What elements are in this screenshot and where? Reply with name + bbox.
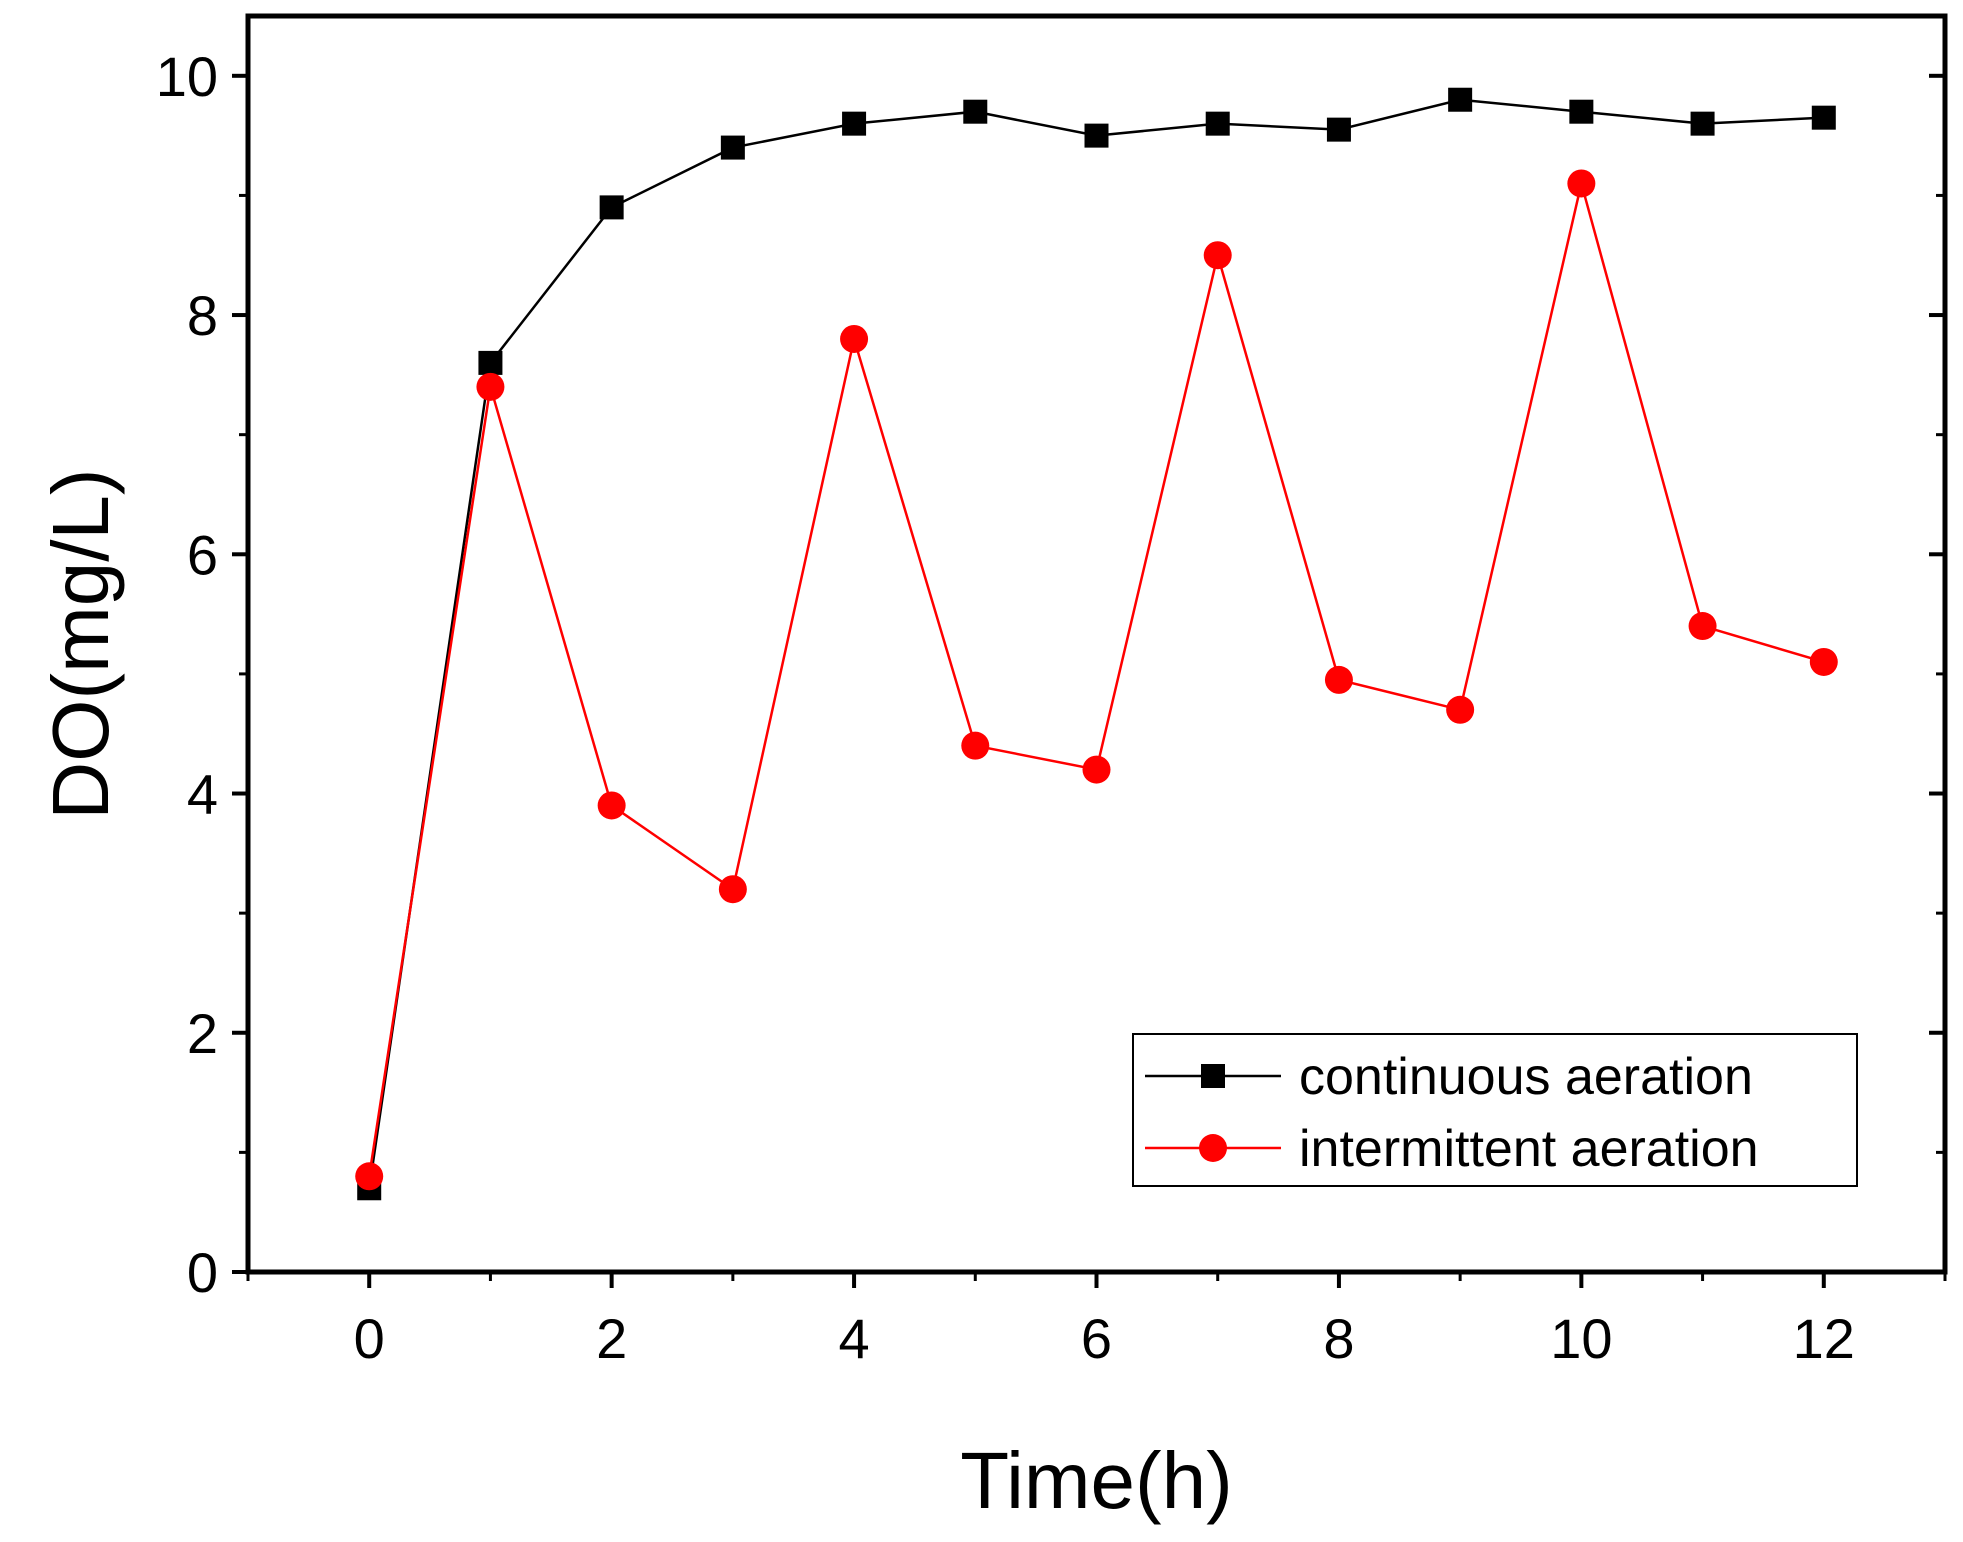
data-point-circle (1082, 755, 1111, 784)
x-tick-label: 12 (1793, 1307, 1855, 1370)
legend: continuous aeration intermittent aeration (1132, 1033, 1858, 1187)
data-point-circle (355, 1162, 384, 1191)
data-point-circle (718, 875, 747, 904)
data-point-circle (597, 791, 626, 820)
x-tick-label: 8 (1323, 1307, 1354, 1370)
data-point-circle (961, 731, 990, 760)
legend-items: continuous aeration intermittent aeration (1145, 1048, 1759, 1178)
data-point-square (963, 99, 988, 124)
y-tick-label: 0 (187, 1241, 218, 1304)
data-point-square (1811, 105, 1836, 130)
data-point-square (720, 135, 745, 160)
data-point-square (1084, 123, 1109, 148)
legend-marker-circle (1199, 1134, 1227, 1162)
data-point-square (1690, 111, 1715, 136)
y-tick-label: 10 (156, 45, 218, 108)
data-point-circle (840, 324, 869, 353)
series-line-1 (367, 183, 1825, 1177)
x-tick-label: 6 (1081, 1307, 1112, 1370)
data-point-circle (1567, 169, 1596, 198)
data-point-circle (1446, 695, 1475, 724)
data-point-circle (1809, 647, 1838, 676)
data-point-square (1448, 87, 1473, 112)
x-tick-label: 4 (838, 1307, 869, 1370)
data-point-square (842, 111, 867, 136)
legend-box (1132, 1033, 1858, 1187)
y-tick-label: 6 (187, 523, 218, 586)
data-point-square (1569, 99, 1594, 124)
x-tick-label: 2 (596, 1307, 627, 1370)
series-line-0 (367, 98, 1824, 1189)
series-layer (355, 87, 1838, 1201)
data-point-circle (1688, 612, 1717, 641)
y-tick-label: 4 (187, 763, 218, 826)
legend-label: continuous aeration (1299, 1048, 1753, 1106)
data-point-square (478, 350, 503, 375)
data-point-circle (1324, 665, 1353, 694)
data-point-square (1205, 111, 1230, 136)
ticks-layer: 0 2 4 6 8 10 12 0 2 4 6 8 10 (156, 45, 1947, 1370)
y-axis-title: DO(mg/L) (36, 468, 125, 819)
data-point-square (599, 195, 624, 220)
legend-label: intermittent aeration (1299, 1120, 1759, 1178)
x-axis-title: Time(h) (960, 1436, 1233, 1525)
y-tick-label: 2 (187, 1002, 218, 1065)
x-tick-label: 10 (1550, 1307, 1612, 1370)
data-point-square (1326, 117, 1351, 142)
legend-marker-square (1201, 1064, 1225, 1088)
data-point-circle (1203, 241, 1232, 270)
data-point-circle (476, 372, 505, 401)
x-tick-label: 0 (354, 1307, 385, 1370)
y-tick-label: 8 (187, 284, 218, 347)
